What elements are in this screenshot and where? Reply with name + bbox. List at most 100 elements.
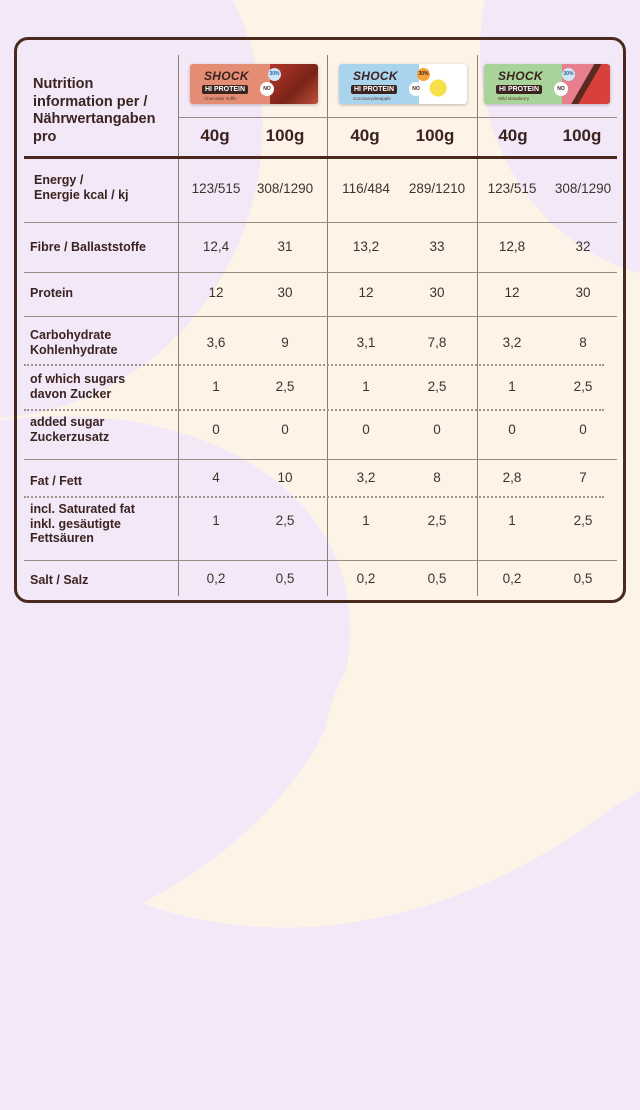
size-header: 100g — [562, 126, 602, 145]
nutrition-value-cell: 30 — [429, 285, 445, 300]
size-header: 40g — [350, 126, 380, 145]
row-label-fibre: Fibre / Ballaststoffe — [30, 240, 146, 254]
nutrition-value-cell: 308/1290 — [554, 181, 612, 196]
row-divider — [24, 316, 617, 317]
row-label-salt: Salt / Salz — [30, 573, 89, 587]
no-sugar-badge-icon: NO — [409, 82, 423, 96]
nutrition-value-cell: 3,2 — [502, 335, 522, 350]
nutrition-value-cell: 0 — [281, 422, 289, 437]
row-divider — [24, 222, 617, 223]
nutrition-value-cell: 1 — [212, 513, 220, 528]
product-flavor: Wild strawberry — [498, 96, 530, 101]
row-label-protein: Protein — [30, 286, 74, 300]
header-bottom-rule — [24, 156, 617, 159]
nutrition-value-cell: 0,2 — [206, 571, 226, 586]
column-divider — [327, 55, 328, 596]
row-dotted-divider — [24, 364, 604, 366]
nutrition-value-cell: 2,5 — [275, 379, 295, 394]
nutrition-value-cell: 3,2 — [356, 470, 376, 485]
nutrition-value-cell: 31 — [277, 239, 293, 254]
nutrition-value-cell: 4 — [212, 470, 220, 485]
nutrition-value-cell: 2,5 — [573, 513, 593, 528]
nutrition-value-cell: 30 — [575, 285, 591, 300]
nutrition-value-cell: 3,6 — [206, 335, 226, 350]
nutrition-value-cell: 13,2 — [352, 239, 380, 254]
nutrition-value-cell: 7 — [579, 470, 587, 485]
product-tag: HI PROTEIN — [496, 85, 543, 94]
nutrition-value-cell: 123/515 — [191, 181, 241, 196]
size-header: 40g — [200, 126, 230, 145]
nutrition-value-cell: 116/484 — [342, 181, 390, 196]
size-header: 40g — [498, 126, 528, 145]
product-brand: SHOCK — [353, 69, 398, 83]
row-divider — [24, 560, 617, 561]
protein-badge-icon: 30% — [417, 68, 430, 81]
nutrition-value-cell: 2,8 — [502, 470, 522, 485]
nutrition-value-cell: 12 — [208, 285, 224, 300]
product-image-chocolate: SHOCK HI PROTEIN Chocolate truffle 30% N… — [190, 64, 318, 104]
row-dotted-divider — [24, 409, 604, 411]
column-divider — [178, 55, 179, 596]
row-label-fat: Fat / Fett — [30, 474, 83, 488]
nutrition-value-cell: 33 — [429, 239, 445, 254]
nutrition-table-frame — [14, 37, 626, 603]
row-divider — [24, 272, 617, 273]
row-label-carbohydrate: Carbohydrate Kohlenhydrate — [30, 328, 118, 357]
nutrition-value-cell: 0,5 — [275, 571, 295, 586]
nutrition-value-cell: 0,5 — [427, 571, 447, 586]
product-image-strawberry: SHOCK HI PROTEIN Wild strawberry 30% NO — [484, 64, 610, 104]
row-label-energy: Energy / Energie kcal / kj — [34, 173, 129, 202]
nutrition-value-cell: 2,5 — [573, 379, 593, 394]
nutrition-value-cell: 8 — [433, 470, 441, 485]
row-label-sugars: of which sugars davon Zucker — [30, 372, 126, 401]
nutrition-value-cell: 0 — [579, 422, 587, 437]
product-tag: HI PROTEIN — [351, 85, 398, 94]
nutrition-value-cell: 0,2 — [356, 571, 376, 586]
nutrition-value-cell: 0 — [362, 422, 370, 437]
size-header: 100g — [415, 126, 455, 145]
row-divider — [24, 459, 617, 460]
nutrition-value-cell: 123/515 — [487, 181, 537, 196]
protein-badge-icon: 30% — [268, 68, 281, 81]
header-divider — [178, 117, 617, 118]
row-label-saturated-fat: incl. Saturated fat inkl. gesäutigte Fetts… — [30, 502, 135, 545]
nutrition-value-cell: 12,8 — [498, 239, 526, 254]
nutrition-value-cell: 2,5 — [427, 513, 447, 528]
product-brand: SHOCK — [498, 69, 543, 83]
size-header: 100g — [265, 126, 305, 145]
nutrition-value-cell: 289/1210 — [408, 181, 466, 196]
nutrition-value-cell: 8 — [579, 335, 587, 350]
protein-badge-icon: 30% — [562, 68, 575, 81]
nutrition-value-cell: 32 — [575, 239, 591, 254]
product-flavor: Coconut-pineapple — [353, 96, 391, 101]
nutrition-value-cell: 12 — [504, 285, 520, 300]
product-image-coconut: SHOCK HI PROTEIN Coconut-pineapple 30% N… — [339, 64, 467, 104]
nutrition-value-cell: 1 — [212, 379, 220, 394]
column-divider — [477, 55, 478, 596]
nutrition-value-cell: 0 — [433, 422, 441, 437]
nutrition-value-cell: 30 — [277, 285, 293, 300]
product-flavor: Chocolate truffle — [204, 96, 237, 101]
nutrition-value-cell: 1 — [508, 379, 516, 394]
nutrition-value-cell: 7,8 — [427, 335, 447, 350]
nutrition-value-cell: 308/1290 — [256, 181, 314, 196]
product-brand: SHOCK — [204, 69, 249, 83]
row-label-added-sugar: added sugar Zuckerzusatz — [30, 415, 110, 444]
nutrition-value-cell: 1 — [508, 513, 516, 528]
nutrition-value-cell: 1 — [362, 513, 370, 528]
nutrition-value-cell: 3,1 — [356, 335, 376, 350]
row-dotted-divider — [24, 496, 604, 498]
nutrition-value-cell: 2,5 — [427, 379, 447, 394]
nutrition-value-cell: 2,5 — [275, 513, 295, 528]
no-sugar-badge-icon: NO — [260, 82, 274, 96]
nutrition-value-cell: 10 — [277, 470, 293, 485]
title-line: Nutrition information per / Nährwertangabe… — [33, 76, 156, 145]
nutrition-value-cell: 12 — [358, 285, 374, 300]
nutrition-value-cell: 0,2 — [502, 571, 522, 586]
table-title: Nutrition information per / Nährwertangabe… — [33, 76, 183, 146]
no-sugar-badge-icon: NO — [554, 82, 568, 96]
product-tag: HI PROTEIN — [202, 85, 249, 94]
nutrition-value-cell: 9 — [281, 335, 289, 350]
nutrition-value-cell: 0 — [212, 422, 220, 437]
nutrition-value-cell: 0,5 — [573, 571, 593, 586]
